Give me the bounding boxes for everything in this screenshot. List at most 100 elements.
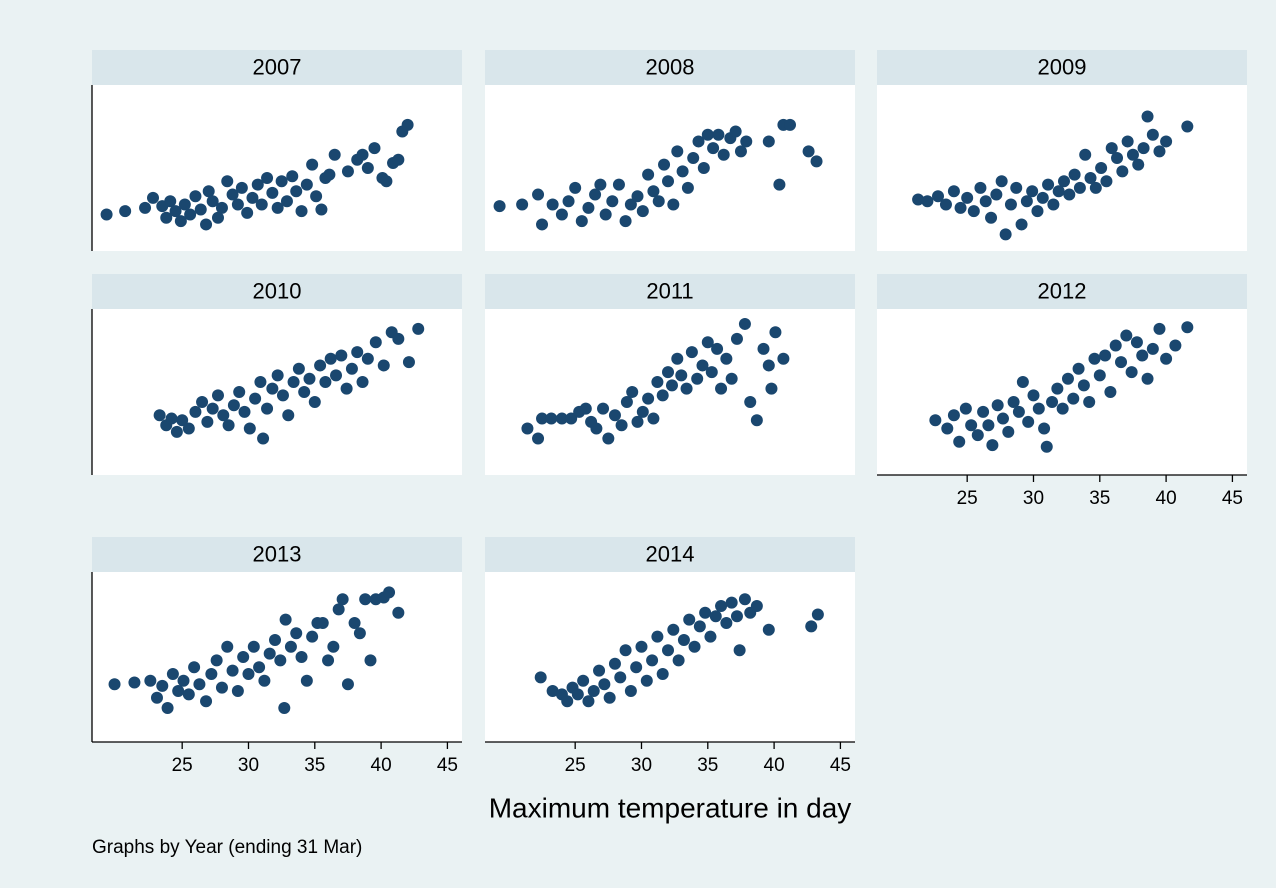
panel-title: 2013: [253, 541, 302, 566]
point: [630, 661, 643, 674]
panel-strip: [877, 50, 1247, 85]
point: [995, 175, 1008, 188]
point: [254, 376, 267, 389]
point: [150, 691, 163, 704]
point: [1109, 339, 1122, 352]
point: [279, 613, 292, 626]
point: [662, 644, 675, 657]
point: [300, 674, 313, 687]
point: [364, 654, 377, 667]
point: [274, 654, 287, 667]
point: [965, 419, 978, 432]
point: [536, 412, 549, 425]
x-tick-label: 25: [565, 755, 586, 776]
point: [971, 429, 984, 442]
point: [667, 623, 680, 636]
point: [606, 195, 619, 208]
x-tick-label: 30: [238, 755, 259, 776]
point: [233, 386, 246, 398]
point: [546, 198, 559, 211]
point: [599, 208, 612, 221]
point: [691, 372, 704, 385]
point: [810, 155, 823, 168]
point: [284, 640, 297, 653]
point: [662, 366, 675, 379]
point: [709, 610, 722, 623]
point: [165, 412, 178, 425]
point: [624, 685, 637, 697]
point: [327, 640, 340, 653]
point: [646, 654, 659, 667]
point: [493, 200, 506, 213]
point: [368, 142, 381, 155]
point: [811, 608, 824, 621]
point: [619, 644, 632, 657]
panel-title: 2007: [253, 54, 302, 79]
point: [1160, 135, 1173, 148]
point: [211, 211, 224, 224]
point: [361, 352, 374, 365]
point: [680, 382, 693, 395]
point: [715, 600, 728, 612]
point: [667, 198, 680, 211]
point: [614, 671, 627, 684]
point: [701, 128, 714, 141]
point: [160, 211, 173, 224]
point: [651, 630, 664, 643]
point: [715, 382, 728, 395]
point: [636, 405, 649, 418]
point: [631, 415, 644, 428]
point: [271, 369, 284, 382]
point: [402, 356, 415, 369]
point: [941, 422, 954, 435]
point: [266, 382, 279, 395]
point: [597, 402, 610, 415]
point: [1015, 218, 1028, 231]
point: [247, 640, 260, 653]
point: [773, 178, 786, 191]
point: [1016, 376, 1029, 389]
point: [705, 366, 718, 379]
point: [608, 657, 621, 670]
point: [598, 678, 611, 691]
point: [672, 654, 685, 667]
point: [263, 647, 276, 660]
point: [999, 228, 1012, 241]
point: [182, 422, 195, 435]
point: [991, 399, 1004, 412]
point: [656, 668, 669, 680]
point: [1116, 165, 1129, 178]
point: [306, 158, 319, 171]
panel-strip: [92, 537, 462, 572]
point: [631, 190, 644, 203]
point: [328, 148, 341, 161]
point: [1100, 175, 1113, 188]
point: [221, 175, 234, 188]
panel-strip: [92, 274, 462, 309]
point: [377, 359, 390, 372]
point: [1115, 356, 1128, 369]
point: [720, 617, 733, 629]
note: Graphs by Year (ending 31 Mar): [92, 837, 362, 858]
point: [1032, 402, 1045, 415]
point: [295, 205, 308, 218]
panel-title: 2008: [646, 54, 695, 79]
plot-area: [485, 572, 855, 742]
point: [996, 412, 1009, 425]
point: [750, 414, 763, 427]
point: [1063, 188, 1076, 201]
point: [734, 145, 747, 158]
x-tick-label: 40: [1156, 488, 1177, 509]
point: [290, 185, 303, 198]
plot-area: [92, 85, 462, 251]
panel-title: 2009: [1038, 54, 1087, 79]
point: [206, 195, 219, 208]
point: [1137, 142, 1150, 155]
point: [341, 678, 354, 691]
point: [128, 676, 141, 689]
point: [153, 409, 166, 422]
point: [675, 369, 688, 382]
point: [188, 661, 201, 674]
point: [298, 386, 311, 398]
point: [765, 382, 778, 395]
